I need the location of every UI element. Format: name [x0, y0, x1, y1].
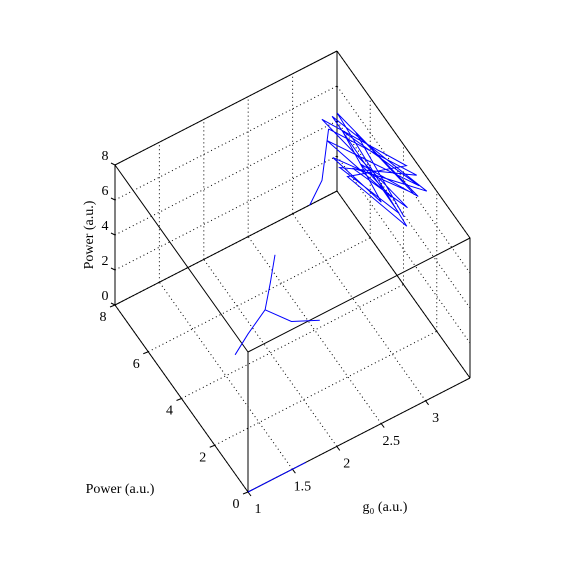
y-tick: [242, 491, 249, 495]
x-tick: [380, 423, 385, 428]
x-tick: [291, 468, 296, 474]
y-tick-label: 8: [100, 310, 107, 325]
z-tick: [110, 197, 116, 201]
x-tick-label: 2: [343, 457, 350, 472]
y-axis-label: Power (a.u.): [86, 482, 155, 497]
x-tick-label: 3: [432, 411, 439, 426]
y-tick-label: 6: [133, 357, 140, 372]
y-tick-label: 0: [233, 497, 240, 512]
x-tick-label: 2.5: [382, 434, 400, 449]
x-axis-label: g₀ (a.u.): [363, 500, 408, 515]
y-tick: [209, 444, 215, 448]
z-tick-label: 8: [102, 149, 109, 164]
z-tick-label: 2: [102, 254, 109, 269]
z-tick: [110, 162, 116, 166]
z-tick-label: 6: [102, 184, 109, 199]
z-tick: [110, 302, 116, 306]
x-tick: [336, 446, 341, 451]
x-tick: [425, 400, 430, 406]
grid-line: [181, 284, 404, 399]
z-axis-label: Power (a.u.): [82, 200, 97, 269]
z-tick: [110, 232, 116, 236]
z-tick-label: 4: [102, 219, 109, 234]
grid-line: [148, 237, 371, 353]
data-line: [309, 128, 330, 206]
box-edge: [114, 50, 338, 166]
y-tick-label: 4: [166, 404, 173, 419]
grid-line: [114, 120, 338, 236]
grid-line: [114, 155, 338, 271]
data-line: [321, 112, 428, 227]
z-tick-label: 0: [102, 289, 109, 304]
box-edge: [114, 164, 249, 353]
y-tick: [143, 351, 149, 355]
grid-line: [214, 330, 437, 446]
data-line: [247, 461, 306, 493]
box-edge: [336, 50, 471, 239]
y-tick: [176, 398, 182, 401]
x-tick: [247, 491, 252, 497]
y-tick: [109, 304, 116, 308]
box-edge: [114, 190, 338, 306]
x-tick-label: 1.5: [294, 479, 312, 494]
box-edge: [247, 237, 471, 353]
box-edge: [336, 190, 471, 379]
z-tick: [110, 267, 116, 271]
y-tick-label: 2: [199, 450, 206, 465]
grid-line: [114, 85, 338, 201]
x-tick-label: 1: [255, 502, 262, 517]
data-line: [264, 309, 320, 323]
